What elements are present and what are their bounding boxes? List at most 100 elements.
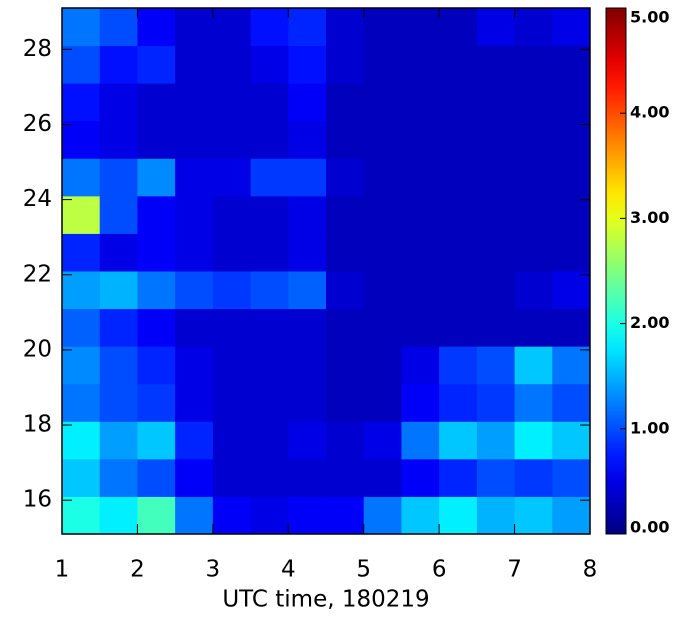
heatmap-cell: [99, 8, 138, 47]
heatmap-cell: [476, 120, 516, 159]
heatmap-cell: [476, 346, 516, 385]
heatmap-cell: [476, 233, 516, 272]
y-tick-label: 20: [23, 336, 52, 362]
heatmap-cell: [288, 83, 327, 122]
heatmap-cell: [212, 233, 252, 272]
heatmap-cell: [326, 158, 365, 197]
x-tick-label: 5: [356, 557, 371, 583]
heatmap-cell: [288, 421, 327, 460]
heatmap-cell: [62, 45, 101, 84]
heatmap-cell: [514, 346, 553, 385]
heatmap-cell: [476, 8, 516, 47]
heatmap-cell: [439, 120, 478, 159]
heatmap-cell: [212, 271, 252, 310]
heatmap-cell: [439, 158, 478, 197]
heatmap-cell: [326, 496, 365, 535]
heatmap-cell: [250, 120, 289, 159]
heatmap-cell: [401, 383, 440, 422]
heatmap-cell: [439, 83, 478, 122]
x-tick-label: 4: [281, 557, 296, 583]
heatmap-cell: [326, 8, 365, 47]
heatmap-cell: [363, 158, 402, 197]
y-tick-label: 28: [23, 36, 52, 62]
heatmap-cell: [476, 195, 516, 234]
heatmap-cell: [99, 421, 138, 460]
heatmap-cell: [401, 496, 440, 535]
x-tick-label: 1: [55, 557, 70, 583]
x-tick-label: 8: [583, 557, 598, 583]
heatmap-cell: [326, 83, 365, 122]
heatmap-cell: [99, 496, 138, 535]
heatmap-cell: [99, 158, 138, 197]
heatmap-cell: [212, 458, 252, 497]
heatmap-cell: [552, 120, 591, 159]
heatmap-cell: [99, 120, 138, 159]
heatmap-cell: [552, 83, 591, 122]
heatmap-cell: [552, 308, 591, 347]
heatmap-cell: [137, 421, 176, 460]
heatmap-cell: [363, 83, 402, 122]
heatmap-cell: [401, 45, 440, 84]
heatmap-cell: [552, 421, 591, 460]
heatmap-cell: [552, 271, 591, 310]
heatmap-cell: [363, 8, 402, 47]
heatmap-cell: [514, 120, 553, 159]
heatmap-cell: [175, 120, 214, 159]
y-tick-label: 26: [23, 111, 52, 137]
heatmap-cell: [401, 346, 440, 385]
heatmap-cell: [439, 8, 478, 47]
heatmap-cell: [288, 158, 327, 197]
heatmap-cell: [514, 45, 553, 84]
heatmap-cell: [175, 271, 214, 310]
colorbar-tick-label: 5.00: [630, 8, 669, 27]
heatmap-cell: [514, 496, 553, 535]
heatmap-cell: [401, 271, 440, 310]
heatmap-cell: [514, 308, 553, 347]
heatmap-cell: [175, 8, 214, 47]
heatmap-cell: [250, 346, 289, 385]
heatmap-cell: [62, 346, 101, 385]
heatmap-cell: [288, 45, 327, 84]
heatmap-cell: [439, 45, 478, 84]
heatmap-cell: [212, 83, 252, 122]
heatmap-cell: [476, 496, 516, 535]
heatmap-cell: [552, 346, 591, 385]
heatmap-cell: [288, 233, 327, 272]
heatmap-cell: [137, 120, 176, 159]
heatmap-cell: [552, 8, 591, 47]
heatmap-cell: [363, 458, 402, 497]
heatmap-cell: [99, 383, 138, 422]
heatmap-cell: [439, 421, 478, 460]
heatmap-cell: [476, 458, 516, 497]
heatmap-cell: [363, 346, 402, 385]
heatmap-cell: [476, 83, 516, 122]
heatmap-cell: [212, 308, 252, 347]
heatmap-cell: [62, 120, 101, 159]
x-axis-label: UTC time, 180219: [222, 587, 429, 613]
heatmap-cell: [363, 496, 402, 535]
heatmap-cell: [137, 383, 176, 422]
heatmap-cell: [212, 496, 252, 535]
heatmap-cell: [250, 496, 289, 535]
heatmap-cell: [439, 383, 478, 422]
heatmap-cell: [401, 233, 440, 272]
heatmap-cell: [62, 233, 101, 272]
heatmap-cell: [439, 458, 478, 497]
heatmap-cell: [476, 421, 516, 460]
heatmap-cell: [288, 120, 327, 159]
heatmap-cell: [175, 458, 214, 497]
heatmap-cell: [552, 458, 591, 497]
heatmap-cell: [175, 233, 214, 272]
heatmap-cell: [137, 271, 176, 310]
heatmap-cell: [250, 158, 289, 197]
heatmap-cell: [439, 271, 478, 310]
heatmap-cell: [326, 120, 365, 159]
heatmap-cell: [514, 8, 553, 47]
heatmap-cell: [62, 308, 101, 347]
heatmap-cell: [175, 421, 214, 460]
heatmap-cell: [552, 45, 591, 84]
heatmap-cell: [212, 120, 252, 159]
heatmap-cell: [476, 158, 516, 197]
heatmap-cell: [401, 458, 440, 497]
heatmap-cell: [99, 233, 138, 272]
